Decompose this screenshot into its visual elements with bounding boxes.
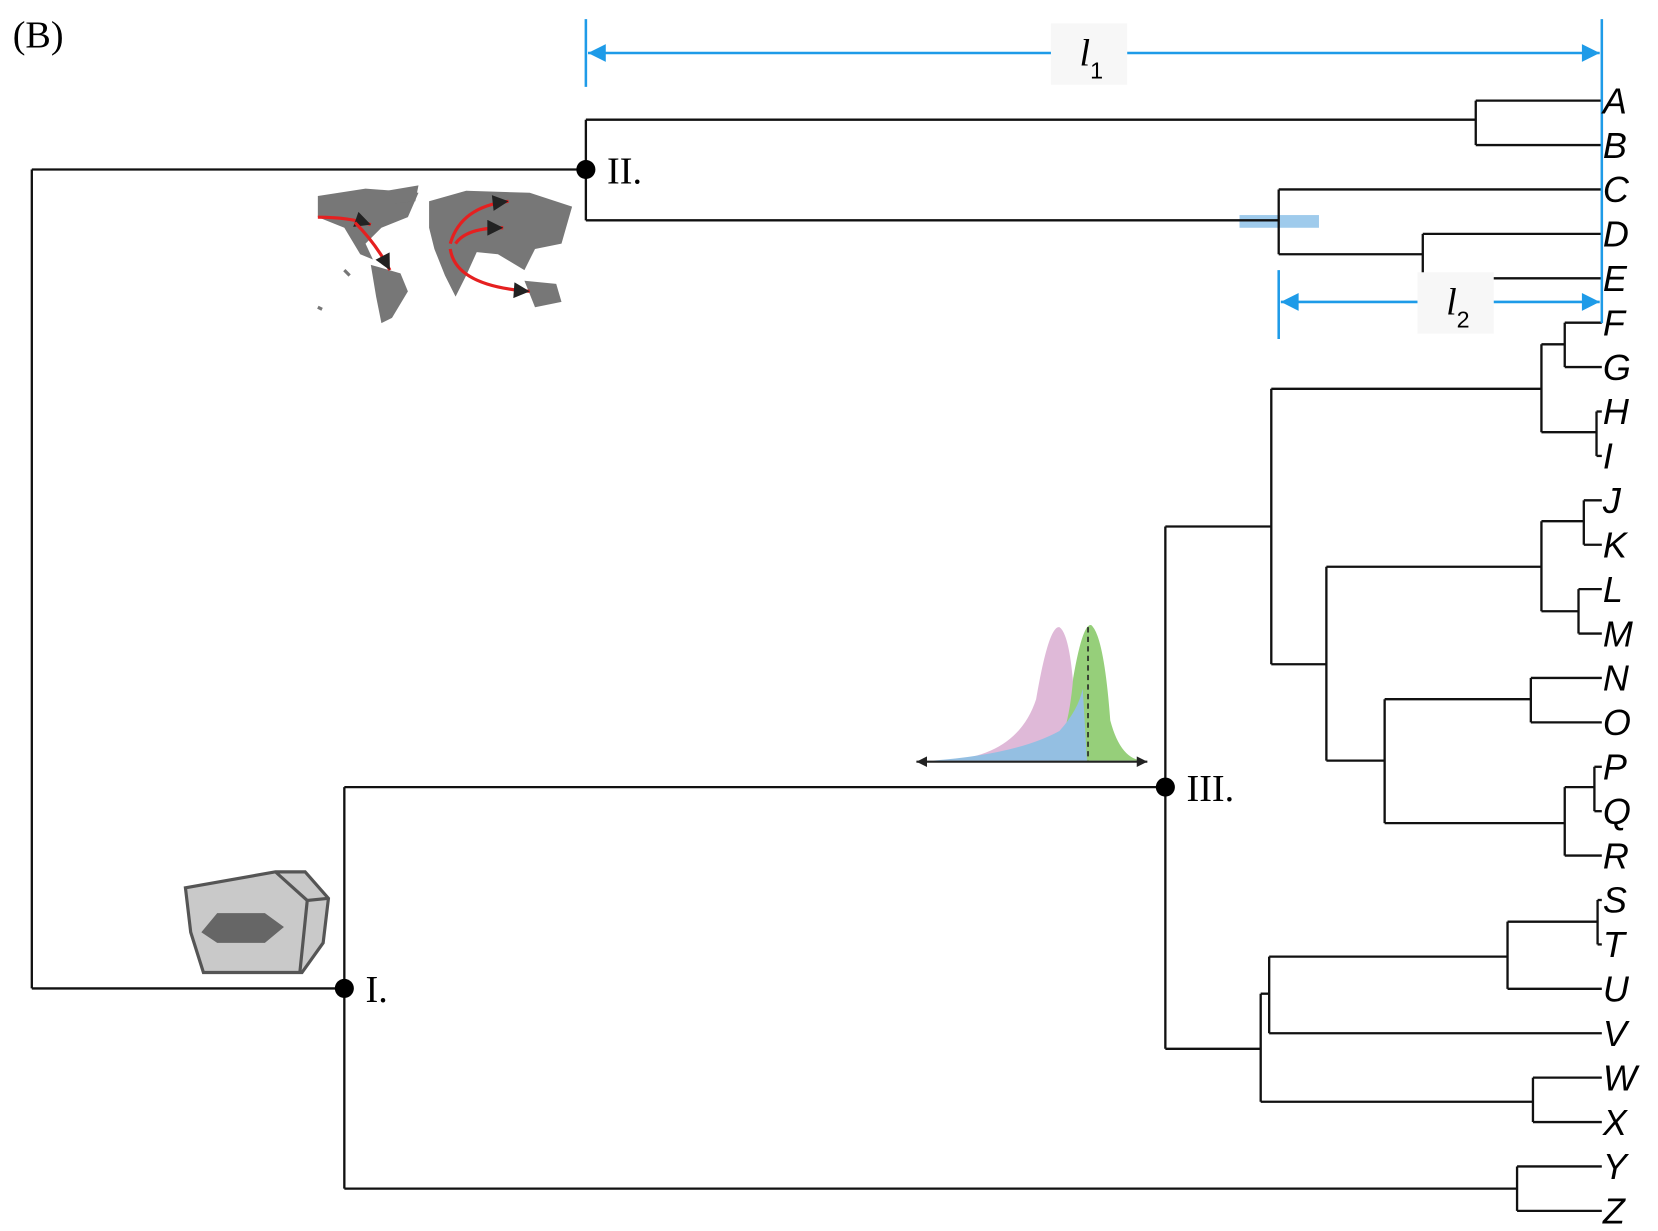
measure-label-bg (1050, 23, 1128, 85)
tip-label: J (1602, 480, 1622, 521)
panel-label: (B) (13, 15, 64, 57)
tip-label: B (1603, 125, 1627, 166)
tree (30, 19, 1604, 1213)
tip-label: F (1603, 302, 1627, 343)
dispersal-arrows (317, 195, 530, 299)
tip-label: L (1603, 569, 1623, 610)
tip-label: W (1603, 1057, 1640, 1098)
tip-label: V (1603, 1013, 1630, 1054)
measure-label-bg (1417, 272, 1494, 334)
tip-label: R (1603, 835, 1629, 876)
tip-label: C (1603, 169, 1630, 210)
distribution-icon (932, 624, 1145, 761)
world-map-icon (317, 185, 573, 324)
tip-label: K (1603, 524, 1629, 565)
measure-label: l2 (1446, 282, 1470, 333)
tip-label: M (1603, 613, 1633, 654)
tip-label: D (1603, 214, 1629, 255)
tip-label: Q (1603, 791, 1631, 832)
tip-label: U (1603, 969, 1630, 1010)
node-dot (1155, 777, 1175, 797)
node-label: III. (1187, 768, 1235, 810)
fossil-icon (183, 870, 331, 975)
node-dot (576, 159, 596, 180)
tip-label: O (1603, 702, 1631, 743)
tip-label: G (1603, 347, 1631, 388)
tip-label: H (1603, 391, 1630, 432)
node-dot (334, 978, 354, 998)
tip-label: I (1603, 436, 1613, 477)
tip-label: P (1603, 746, 1627, 787)
tip-label: S (1603, 880, 1627, 921)
tip-label: Z (1602, 1191, 1626, 1231)
tip-label: Y (1603, 1146, 1630, 1187)
tip-label: X (1602, 1102, 1629, 1143)
tip-label: T (1603, 924, 1628, 965)
node-label: II. (607, 150, 642, 192)
tip-label: E (1603, 258, 1628, 299)
tip-label: N (1603, 658, 1630, 699)
tip-label: A (1601, 80, 1627, 121)
node-label: I. (366, 969, 388, 1011)
measure-label: l1 (1080, 33, 1104, 84)
